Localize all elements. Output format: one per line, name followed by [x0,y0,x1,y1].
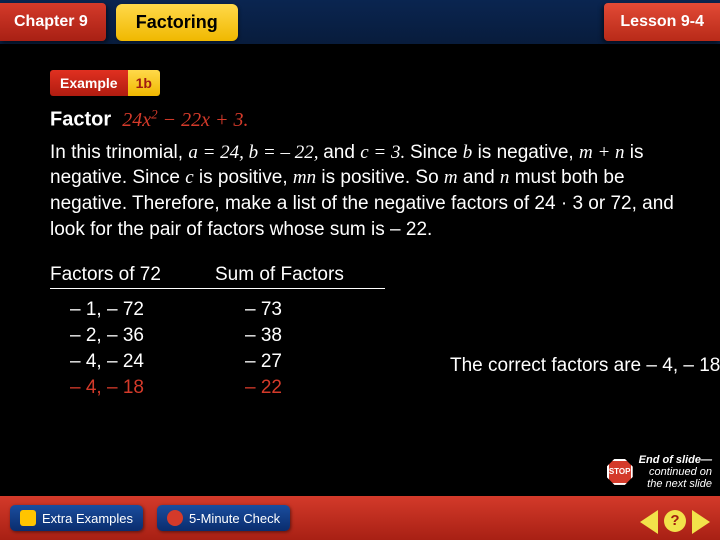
prev-arrow-icon[interactable] [640,510,658,534]
table-row: – 27 [215,351,385,373]
examples-icon [20,510,36,526]
table-row: – 73 [215,299,385,321]
top-bar: Chapter 9 Factoring Lesson 9-4 [0,0,720,44]
chapter-tab: Chapter 9 [0,3,106,41]
factors-table: Factors of 72 – 1, – 72 – 2, – 36 – 4, –… [50,264,690,403]
end-slide-text: End of slide— continued on the next slid… [639,454,712,490]
factor-line: Factor 24x2 − 22x + 3. [50,106,690,132]
extra-examples-button[interactable]: Extra Examples [10,505,143,531]
trinomial-expr: 24x2 − 22x + 3. [122,109,248,131]
lesson-tab: Lesson 9-4 [604,3,720,41]
table-row: – 4, – 24 [50,351,215,373]
help-button[interactable]: ? [664,510,686,532]
minute-check-label: 5-Minute Check [189,511,280,526]
table-header-factors: Factors of 72 [50,264,215,289]
table-col-sum: Sum of Factors – 73 – 38 – 27 – 22 [215,264,385,403]
content-area: Example 1b Factor 24x2 − 22x + 3. In thi… [50,70,690,403]
table-col-factors: Factors of 72 – 1, – 72 – 2, – 36 – 4, –… [50,264,215,403]
next-arrow-icon[interactable] [692,510,710,534]
topic-tab: Factoring [116,4,238,41]
explanation-text: In this trinomial, a = 24, b = – 22, and… [50,140,690,243]
table-row: – 38 [215,325,385,347]
factor-word: Factor [50,109,111,131]
nav-controls: ? [640,510,710,534]
example-number: 1b [128,70,160,96]
example-label: Example [50,70,128,96]
example-badge: Example 1b [50,70,160,96]
table-header-sum: Sum of Factors [215,264,385,289]
stop-icon: STOP [607,459,633,485]
table-row-highlight: – 22 [215,377,385,399]
clock-icon [167,510,183,526]
table-row: – 2, – 36 [50,325,215,347]
end-of-slide: STOP End of slide— continued on the next… [607,454,712,490]
extra-examples-label: Extra Examples [42,511,133,526]
minute-check-button[interactable]: 5-Minute Check [157,505,290,531]
table-row: – 1, – 72 [50,299,215,321]
table-row-highlight: – 4, – 18 [50,377,215,399]
answer-text: The correct factors are – 4, – 18. [450,354,720,379]
bottom-bar: Extra Examples 5-Minute Check ? [0,496,720,540]
